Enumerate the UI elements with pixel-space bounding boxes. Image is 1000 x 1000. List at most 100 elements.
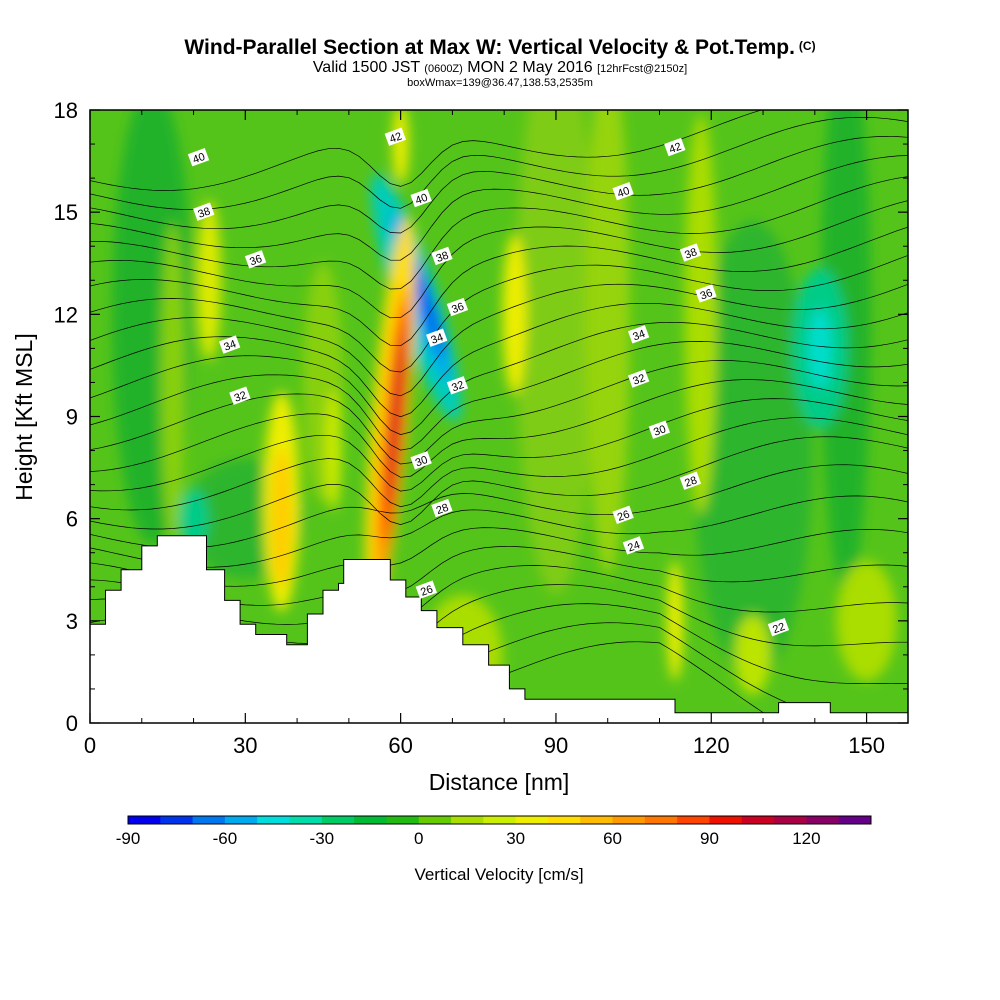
y-tick-label: 18 [54,98,78,123]
theta-label: 32 [229,386,251,405]
theta-line [90,379,908,478]
colorbar-swatch [128,816,161,824]
theta-label-box [244,250,267,269]
y-tick-label: 3 [66,609,78,634]
theta-line [90,341,908,451]
theta-label-text: 34 [222,338,238,353]
colorbar-swatch [806,816,840,824]
theta-label-text: 22 [771,621,787,636]
colorbar-swatch [774,816,807,824]
colorbar-swatch [224,816,258,824]
theta-label-box [415,580,438,599]
theta-label-box [187,148,210,167]
colorbar-swatch [741,816,775,824]
field-cell [807,308,832,389]
colorbar-tick-label: 60 [603,829,622,848]
theta-label-box [229,386,251,405]
colorbar-swatch [612,816,646,824]
field-cell [197,200,222,361]
theta-label-text: 42 [388,130,404,145]
theta-label-text: 26 [616,509,632,524]
colorbar-swatch [580,816,614,824]
theta-label: 32 [446,376,469,395]
theta-label-text: 32 [450,379,466,394]
colorbar-swatch [321,816,355,824]
y-tick-label: 0 [66,711,78,736]
theta-label: 22 [767,617,790,637]
colorbar-swatch [192,816,226,824]
theta-label: 28 [431,498,453,518]
field-cell [515,110,596,595]
theta-label-box [695,284,717,303]
theta-label: 34 [627,325,650,344]
colorbar-label: Vertical Velocity [cm/s] [414,865,583,884]
colorbar-swatch [418,816,452,824]
field-cell [734,614,771,695]
field-cell [692,220,813,681]
colorbar-swatch [160,816,194,824]
x-tick-label: 60 [388,733,412,758]
theta-label: 40 [187,148,210,167]
colorbar-tick-label: -60 [213,829,238,848]
theta-label: 38 [431,246,453,266]
theta-label: 32 [627,369,650,388]
colorbar-tick-label: 0 [414,829,423,848]
theta-line [90,302,908,418]
theta-line [90,176,908,290]
theta-label-text: 34 [429,331,445,346]
theta-label-box [431,498,453,518]
theta-label-box [446,376,469,395]
theta-label: 42 [664,137,686,157]
theta-label-box [410,188,432,208]
colorbar-tick-label: -30 [310,829,335,848]
theta-line [90,255,908,373]
theta-label-text: 30 [414,454,430,469]
y-tick-label: 9 [66,405,78,430]
colorbar-swatch [257,816,291,824]
theta-label-text: 42 [668,141,684,156]
field-blobs [112,110,897,715]
theta-line [90,155,908,261]
colorbar-swatch [483,816,517,824]
theta-line [90,360,908,465]
x-tick-label: 30 [233,733,257,758]
theta-label: 26 [612,505,634,525]
theta-labels: 42 40 38 36 34 32 40 38 36 34 32 30 28 26 42 40 38 36 34 32… [187,127,790,637]
theta-line [90,464,908,549]
x-tick-label: 90 [544,733,568,758]
colorbar-swatch [386,816,420,824]
theta-label-box [622,536,645,555]
theta-line [90,200,908,319]
theta-label: 40 [612,182,634,201]
theta-label-box [679,471,702,490]
chart-subtitle-2: boxWmax=139@36.47,138.53,2535m [407,77,593,89]
theta-label: 36 [446,297,469,317]
theta-label-text: 36 [699,287,715,302]
theta-line [90,116,908,210]
field-cell [585,110,630,575]
theta-label-box [612,505,634,525]
field-cell [836,560,897,681]
theta-label-text: 38 [435,250,451,265]
subtitle-small-a: (0600Z) [424,63,463,75]
x-axis-label: Distance [nm] [429,769,570,795]
subtitle-small-b: [12hrFcst@2150z] [597,63,688,75]
terrain [89,535,909,724]
theta-label-box [431,246,453,266]
theta-label-text: 28 [683,474,699,489]
theta-label-box [426,328,448,347]
theta-label-box [218,335,241,354]
theta-label-text: 32 [233,389,249,404]
theta-line [90,110,763,191]
theta-line [90,136,908,234]
y-axis-label: Height [Kft MSL] [11,333,37,500]
field-cell [667,560,684,681]
chart-title: Wind-Parallel Section at Max W: Vertical… [184,36,816,59]
y-tick-label: 6 [66,507,78,532]
theta-label: 30 [410,451,432,470]
theta-line [90,417,908,511]
colorbar-tick-label: -90 [116,829,141,848]
colorbar-tick-label: 90 [700,829,719,848]
